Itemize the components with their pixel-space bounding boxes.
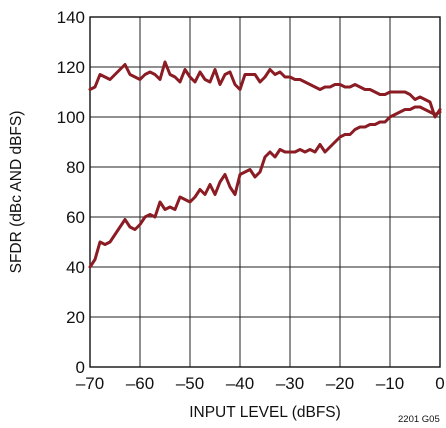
y-tick-label: 40 bbox=[66, 258, 85, 277]
x-tick-label: –50 bbox=[176, 374, 204, 393]
series-group bbox=[88, 60, 442, 269]
series-line-2 bbox=[88, 105, 442, 269]
grid-lines bbox=[89, 16, 441, 368]
y-tick-labels: 0 20 40 60 80 100 120 140 bbox=[57, 8, 85, 377]
figure-id: 2201 G05 bbox=[398, 414, 440, 425]
series-line-1 bbox=[88, 60, 442, 119]
x-tick-labels: –70 –60 –50 –40 –30 –20 –10 0 bbox=[76, 374, 445, 393]
x-axis-title: INPUT LEVEL (dBFS) bbox=[189, 404, 341, 421]
plot-frame bbox=[89, 16, 441, 368]
x-tick-label: –10 bbox=[376, 374, 404, 393]
x-tick-label: –40 bbox=[226, 374, 254, 393]
y-tick-label: 60 bbox=[66, 208, 85, 227]
y-tick-label: 140 bbox=[57, 8, 85, 27]
y-axis-title: SFDR (dBc AND dBFS) bbox=[8, 111, 25, 274]
x-tick-label: 0 bbox=[435, 374, 444, 393]
y-tick-label: 80 bbox=[66, 158, 85, 177]
x-tick-label: –20 bbox=[326, 374, 354, 393]
y-tick-label: 120 bbox=[57, 58, 85, 77]
y-tick-label: 100 bbox=[57, 108, 85, 127]
x-tick-label: –60 bbox=[126, 374, 154, 393]
x-tick-label: –30 bbox=[276, 374, 304, 393]
y-tick-label: 0 bbox=[76, 358, 85, 377]
y-tick-label: 20 bbox=[66, 308, 85, 327]
x-tick-label: –70 bbox=[76, 374, 104, 393]
